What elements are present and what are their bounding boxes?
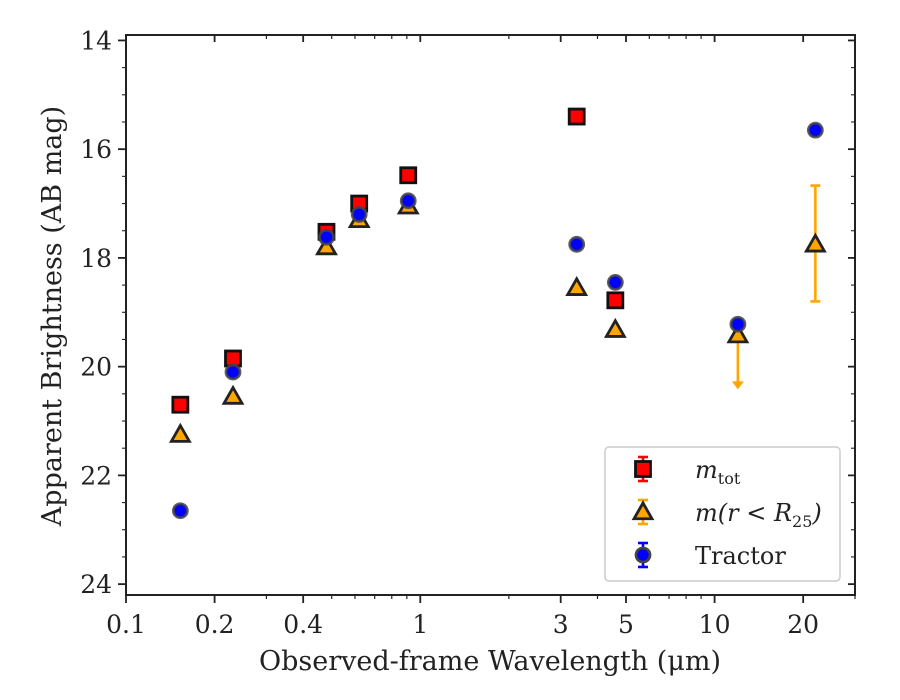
y-axis-label: Apparent Brightness (AB mag): [37, 106, 68, 527]
legend-box: [604, 446, 841, 582]
legend-label-main: Tractor: [695, 542, 786, 570]
x-tick-label: 0.1: [106, 610, 146, 639]
data-point-circle: [606, 273, 624, 291]
data-point-square: [606, 291, 625, 310]
y-tick-label: 16: [80, 135, 112, 164]
legend-label: m(r < R25): [695, 499, 822, 531]
legend: mtot m(r < R25) Tractor: [604, 446, 841, 582]
x-tick-label: 5: [618, 610, 634, 639]
data-point-circle: [350, 206, 368, 223]
legend-marker-triangle: [631, 500, 655, 521]
x-axis-label: Observed-frame Wavelength (μm): [259, 646, 721, 677]
data-point-circle: [806, 121, 824, 139]
y-tick-label: 18: [80, 244, 112, 273]
upper-limit-arrow: [731, 381, 744, 390]
x-tick-label: 0.2: [195, 610, 235, 639]
data-point-triangle: [726, 323, 750, 344]
y-tick-label: 20: [80, 353, 112, 382]
data-point-triangle: [168, 422, 192, 443]
y-tick-label: 14: [80, 26, 112, 55]
x-tick-label: 3: [553, 610, 569, 639]
plot-frame: [125, 34, 856, 596]
y-tick-label: 22: [80, 461, 112, 490]
x-tick-label: 20: [787, 610, 819, 639]
legend-label: Tractor: [695, 542, 786, 570]
x-tick-label: 0.4: [283, 610, 323, 639]
legend-label-subscript: tot: [718, 469, 741, 488]
data-point-triangle: [803, 232, 827, 253]
data-point-triangle: [221, 384, 245, 405]
legend-label-tail: ): [811, 499, 821, 527]
data-point-circle: [568, 235, 586, 253]
data-point-circle: [224, 363, 242, 381]
legend-label: mtot: [695, 456, 741, 488]
data-point-triangle: [565, 275, 589, 296]
data-point-square: [399, 166, 418, 185]
legend-label-main: m(r < R: [695, 499, 792, 527]
data-point-triangle: [603, 317, 627, 338]
data-point-circle: [171, 502, 189, 520]
data-point-square: [171, 395, 190, 414]
legend-label-subscript: 25: [792, 512, 812, 531]
data-point-circle: [318, 228, 335, 246]
x-tick-label: 10: [699, 610, 731, 639]
data-point-circle: [399, 192, 417, 210]
legend-marker-circle: [634, 546, 652, 564]
legend-marker-square: [634, 460, 652, 478]
data-point-circle: [729, 315, 747, 333]
data-point-square: [567, 107, 586, 126]
data-point-triangle: [315, 235, 338, 256]
x-tick-label: 1: [412, 610, 428, 639]
legend-label-main: m: [695, 456, 718, 484]
y-tick-label: 24: [80, 570, 112, 599]
